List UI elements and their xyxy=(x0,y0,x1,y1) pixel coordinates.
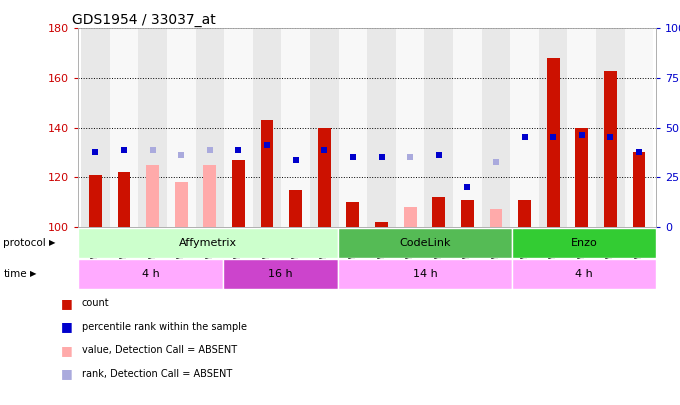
Bar xyxy=(396,28,424,227)
Text: CodeLink: CodeLink xyxy=(399,238,451,248)
Bar xyxy=(109,28,138,227)
Bar xyxy=(424,28,453,227)
Bar xyxy=(346,202,359,227)
Bar xyxy=(375,222,388,227)
Text: ■: ■ xyxy=(61,297,73,310)
Bar xyxy=(222,259,338,289)
Bar xyxy=(253,28,282,227)
Bar xyxy=(481,28,510,227)
Bar xyxy=(511,259,656,289)
Bar xyxy=(367,28,396,227)
Text: Affymetrix: Affymetrix xyxy=(180,238,237,248)
Bar xyxy=(118,172,131,227)
Bar xyxy=(575,128,588,227)
Bar xyxy=(260,120,273,227)
Bar xyxy=(339,28,367,227)
Bar xyxy=(224,28,253,227)
Bar xyxy=(461,200,474,227)
Bar xyxy=(539,28,568,227)
Bar xyxy=(338,259,511,289)
Bar xyxy=(78,259,222,289)
Bar xyxy=(432,197,445,227)
Bar xyxy=(81,28,109,227)
Text: percentile rank within the sample: percentile rank within the sample xyxy=(82,322,247,332)
Bar xyxy=(518,200,531,227)
Text: count: count xyxy=(82,298,109,308)
Text: ▶: ▶ xyxy=(49,238,56,247)
Bar xyxy=(196,28,224,227)
Text: time: time xyxy=(3,269,27,279)
Text: Enzo: Enzo xyxy=(571,238,597,248)
Bar xyxy=(453,28,481,227)
Text: 16 h: 16 h xyxy=(268,269,293,279)
Bar xyxy=(78,228,338,258)
Text: ■: ■ xyxy=(61,344,73,357)
Bar xyxy=(604,70,617,227)
Bar xyxy=(89,175,102,227)
Text: ▶: ▶ xyxy=(30,269,37,279)
Bar xyxy=(167,28,196,227)
Bar xyxy=(510,28,539,227)
Text: protocol: protocol xyxy=(3,238,46,248)
Text: GDS1954 / 33037_at: GDS1954 / 33037_at xyxy=(72,13,216,27)
Text: 4 h: 4 h xyxy=(575,269,593,279)
Bar xyxy=(203,165,216,227)
Bar xyxy=(632,152,645,227)
Bar xyxy=(490,209,503,227)
Text: ■: ■ xyxy=(61,367,73,380)
Text: ■: ■ xyxy=(61,320,73,333)
Bar xyxy=(146,165,159,227)
Bar xyxy=(568,28,596,227)
Bar xyxy=(138,28,167,227)
Bar xyxy=(282,28,310,227)
Text: value, Detection Call = ABSENT: value, Detection Call = ABSENT xyxy=(82,345,237,355)
Bar xyxy=(404,207,417,227)
Bar xyxy=(310,28,339,227)
Text: rank, Detection Call = ABSENT: rank, Detection Call = ABSENT xyxy=(82,369,232,379)
Bar xyxy=(232,160,245,227)
Bar xyxy=(596,28,625,227)
Text: 4 h: 4 h xyxy=(141,269,159,279)
Bar xyxy=(547,58,560,227)
Bar xyxy=(175,182,188,227)
Bar xyxy=(625,28,653,227)
Text: 14 h: 14 h xyxy=(413,269,437,279)
Bar xyxy=(289,190,302,227)
Bar xyxy=(338,228,511,258)
Bar xyxy=(318,128,330,227)
Bar xyxy=(511,228,656,258)
